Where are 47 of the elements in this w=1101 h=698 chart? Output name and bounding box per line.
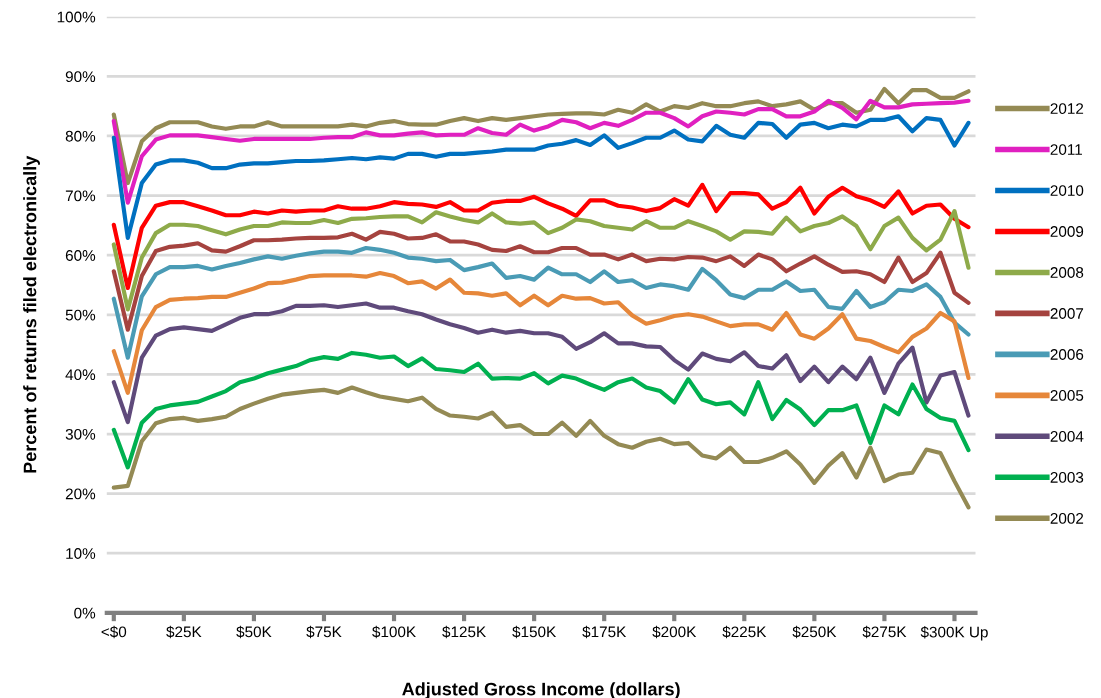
line-series [111,182,971,291]
legend-label: 2010 [1050,185,1084,196]
x-tick-label: $50K [236,625,272,639]
legend-label: 2007 [1050,308,1084,319]
y-tick-label: 100% [57,11,96,23]
line-series [111,245,971,360]
x-tick-label: $200K [652,625,697,639]
line-series [111,270,971,395]
y-tick-label: 40% [65,369,96,381]
y-tick-label: 10% [66,548,96,559]
legend-label: 2002 [1050,512,1084,524]
x-tick-label: $25K [166,625,202,639]
x-tick-label: $150K [512,625,557,639]
y-tick-label: 70% [65,190,96,202]
legend-label: 2012 [1050,103,1084,115]
y-tick-label: 80% [65,130,96,142]
y-tick-label: 20% [65,488,96,500]
x-tick-label: $250K [792,625,837,639]
legend-label: 2004 [1050,431,1084,442]
line-series [111,86,971,186]
line-series [111,98,971,205]
y-axis-title: Percent of returns filed electronically [23,155,40,473]
line-series [111,229,971,332]
legend-label: 2009 [1050,226,1084,237]
legend-label: 2006 [1050,349,1084,360]
x-tick-label: $175K [582,625,627,639]
y-tick-label: 90% [65,71,96,83]
x-tick-label: $300K Up [920,626,988,641]
y-tick-label: 50% [65,309,96,321]
y-tick-label: 60% [65,250,96,261]
legend-label: 2003 [1050,471,1084,483]
y-tick-label: 0% [74,607,96,619]
x-tick-label: <$0 [101,625,127,639]
line-series [111,301,971,425]
x-tick-label: $225K [722,625,767,639]
legend-label: 2008 [1050,267,1084,278]
line-series [111,385,971,510]
legend-label: 2011 [1050,144,1082,155]
legend-label: 2005 [1050,390,1084,401]
x-tick-label: $125K [442,625,486,639]
line-series [111,208,971,312]
x-tick-label: $100K [372,625,416,639]
x-tick-label: $75K [306,625,342,639]
line-series [111,350,971,470]
y-tick-label: 30% [65,428,96,440]
x-tick-label: $275K [862,625,907,639]
line-series [111,114,971,240]
